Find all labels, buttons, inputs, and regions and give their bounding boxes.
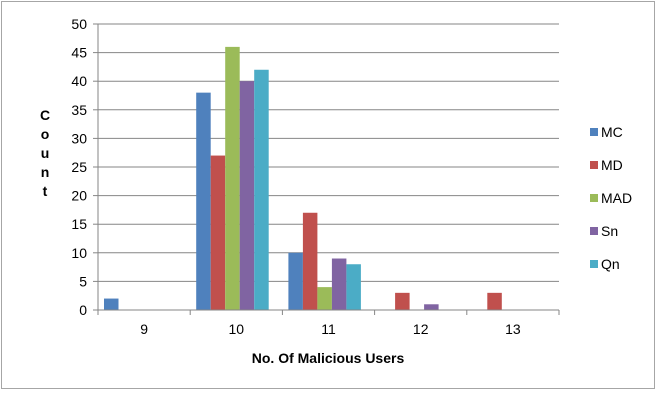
legend-swatch-mc: [590, 128, 598, 136]
x-tick-label: 13: [505, 321, 521, 337]
legend: MC MD MAD Sn Qn: [590, 124, 632, 272]
y-tick-label: 25: [71, 159, 87, 175]
y-axis-label-char: u: [41, 145, 50, 161]
x-tick-labels: 9 10 11 12 13: [140, 321, 521, 337]
y-axis-label-char: t: [43, 183, 48, 199]
y-tick-labels: 0 5 10 15 20 25 30 35 40 45 50: [71, 16, 87, 318]
legend-label-mad: MAD: [601, 190, 632, 206]
y-tick-label: 15: [71, 216, 87, 232]
legend-label-mc: MC: [601, 124, 623, 140]
x-tick-label: 9: [140, 321, 148, 337]
y-tick-label: 0: [79, 302, 87, 318]
y-tick-label: 30: [71, 130, 87, 146]
bar-sn-11: [331, 258, 347, 310]
bar-md-12: [395, 292, 410, 310]
bar-mc-11: [288, 252, 303, 310]
legend-label-md: MD: [601, 157, 623, 173]
legend-swatch-sn: [590, 227, 598, 235]
bar-sn-10: [239, 81, 255, 310]
bar-md-11: [302, 212, 318, 310]
legend-swatch-qn: [590, 260, 598, 268]
bar-md-10: [210, 155, 226, 310]
x-tick-label: 12: [413, 321, 429, 337]
y-tick-label: 20: [71, 188, 87, 204]
bar-mad-10: [225, 46, 240, 310]
axes: [97, 24, 560, 315]
bar-qn-10: [254, 69, 269, 310]
legend-swatch-mad: [590, 194, 598, 202]
y-tick-label: 5: [79, 273, 87, 289]
y-tick-label: 45: [71, 45, 87, 61]
bar-mc-10: [196, 92, 211, 310]
x-tick-label: 10: [229, 321, 245, 337]
gridlines: [93, 23, 559, 311]
y-tick-label: 10: [71, 245, 87, 261]
y-tick-label: 50: [71, 16, 87, 32]
legend-label-sn: Sn: [601, 223, 618, 239]
y-axis-label-char: o: [41, 126, 50, 142]
bar-mad-11: [317, 287, 332, 310]
y-axis-label-char: n: [41, 164, 50, 180]
legend-swatch-md: [590, 161, 598, 169]
y-tick-label: 35: [71, 102, 87, 118]
y-axis-label-char: C: [40, 107, 50, 123]
y-tick-label: 40: [71, 73, 87, 89]
legend-label-qn: Qn: [601, 256, 620, 272]
bar-sn-12: [424, 304, 439, 310]
x-tick-label: 11: [321, 321, 336, 337]
x-axis-label: No. Of Malicious Users: [252, 350, 405, 366]
bars: [104, 46, 502, 310]
bar-md-13: [487, 292, 502, 310]
bar-qn-11: [346, 264, 361, 310]
bar-mc-9: [104, 298, 119, 310]
